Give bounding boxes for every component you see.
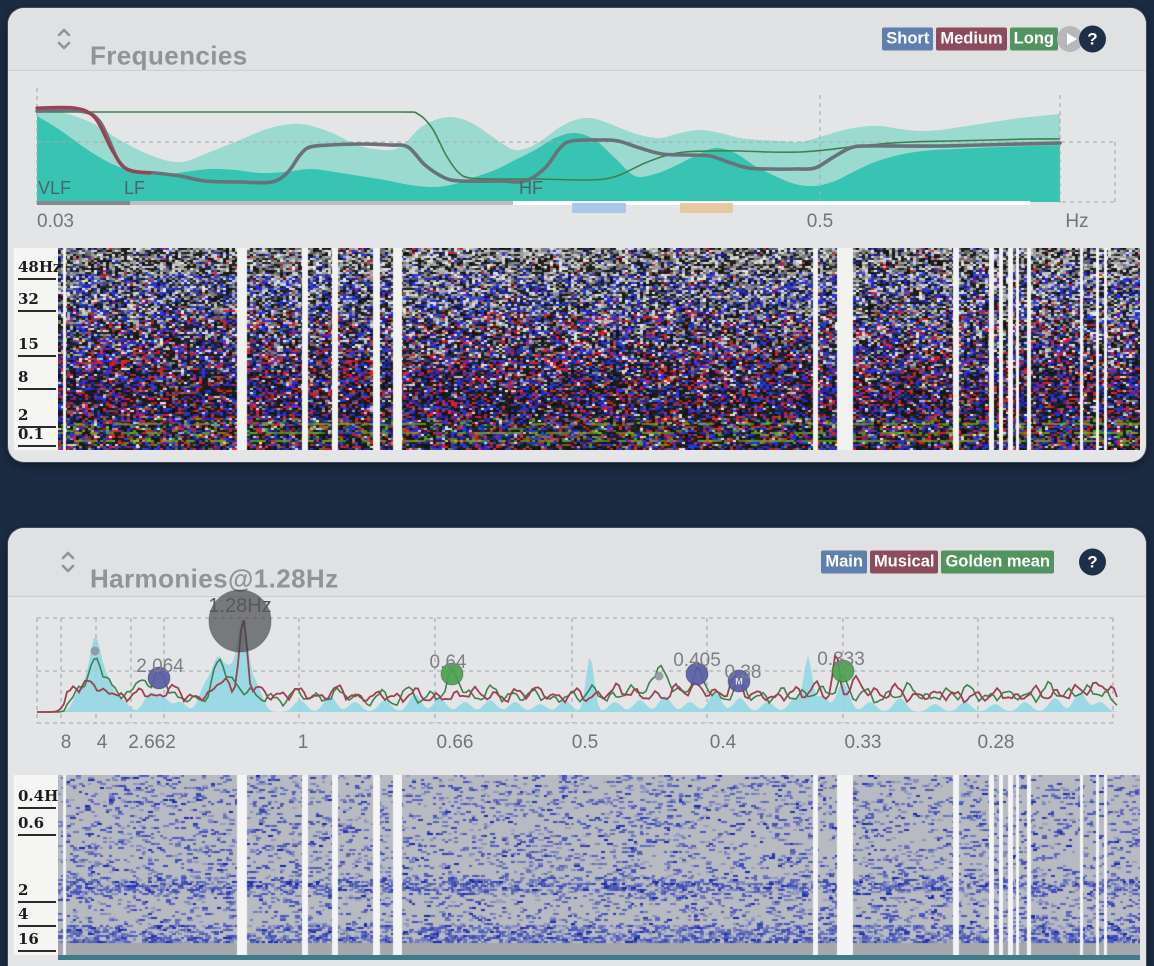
panel-title-frequencies: Frequencies: [90, 41, 248, 72]
legend-golden-mean-badge[interactable]: Golden mean: [941, 551, 1054, 574]
harmonies-panel: Harmonies@1.28Hz Main Musical Golden mea…: [8, 528, 1146, 966]
x-tick-4: 4: [97, 732, 108, 754]
peak-label-0.333: 0.333: [817, 649, 865, 671]
x-axis-unit-hz: Hz: [1065, 211, 1088, 233]
x-tick-1: 1: [298, 732, 309, 754]
y-label-48hz: 48Hz: [18, 259, 56, 280]
timeline-bar: [58, 955, 1140, 960]
harmonies-legend: Main Musical Golden mean: [821, 551, 1054, 574]
x-tick-8: 8: [61, 732, 72, 754]
frequencies-header: Frequencies Short Medium Long ?: [8, 8, 1146, 71]
legend-medium-badge[interactable]: Medium: [936, 28, 1006, 51]
x-tick-0.5: 0.5: [572, 732, 598, 754]
legend-musical-badge[interactable]: Musical: [870, 551, 939, 574]
x-tick-0.4: 0.4: [710, 732, 736, 754]
x-tick-2.662: 2.662: [128, 732, 176, 754]
y-label-8: 8: [18, 369, 56, 390]
band-label-hf: HF: [519, 178, 543, 199]
y-label-0.6: 0.6: [18, 815, 56, 836]
legend-main-badge[interactable]: Main: [821, 551, 867, 574]
play-icon: [1067, 33, 1077, 45]
legend-short-badge[interactable]: Short: [882, 28, 933, 51]
frequencies-spectrum-chart[interactable]: [8, 70, 1146, 232]
peak-label-2.064: 2.064: [136, 656, 184, 678]
y-label-0.1: 0.1: [18, 426, 56, 447]
y-label-16: 16: [18, 931, 56, 952]
spectrogram-y-axis: 48Hz 32 15 8 2 0.1: [14, 248, 59, 450]
main-peak-label: 1.28Hz: [208, 595, 271, 618]
peak-label-0.405: 0.405: [673, 650, 721, 672]
frequencies-legend: Short Medium Long: [882, 28, 1058, 51]
panel-title-harmonies: Harmonies@1.28Hz: [90, 564, 339, 595]
y-label-0.4hz: 0.4Hz: [18, 788, 56, 809]
y-label-2: 2: [18, 882, 56, 903]
help-button[interactable]: ?: [1079, 549, 1106, 576]
peak-label-0.38: 0.38: [725, 662, 762, 684]
harmonies-header: Harmonies@1.28Hz Main Musical Golden mea…: [8, 528, 1146, 597]
band-label-vlf: VLF: [38, 178, 71, 199]
y-label-4: 4: [18, 906, 56, 927]
legend-long-badge[interactable]: Long: [1010, 28, 1058, 51]
x-tick-0.33: 0.33: [845, 732, 882, 754]
question-icon: ?: [1087, 29, 1097, 49]
frequencies-spectrogram[interactable]: [58, 248, 1140, 450]
spectrogram-y-axis: 0.4Hz 0.6 2 4 16: [14, 775, 59, 955]
x-tick-0.66: 0.66: [437, 732, 474, 754]
y-label-15: 15: [18, 336, 56, 357]
collapse-expand-icon[interactable]: [56, 27, 72, 51]
help-button[interactable]: ?: [1079, 26, 1106, 53]
collapse-expand-icon[interactable]: [60, 550, 76, 574]
x-tick-0.5: 0.5: [807, 211, 833, 233]
peak-label-0.64: 0.64: [430, 652, 467, 674]
question-icon: ?: [1087, 552, 1097, 572]
x-tick-0.03: 0.03: [37, 211, 74, 233]
x-tick-0.28: 0.28: [978, 732, 1015, 754]
band-label-lf: LF: [124, 178, 145, 199]
y-label-32: 32: [18, 291, 56, 312]
harmonies-spectrogram[interactable]: [58, 775, 1140, 955]
frequencies-panel: Frequencies Short Medium Long ? VLF LF H…: [8, 8, 1146, 462]
